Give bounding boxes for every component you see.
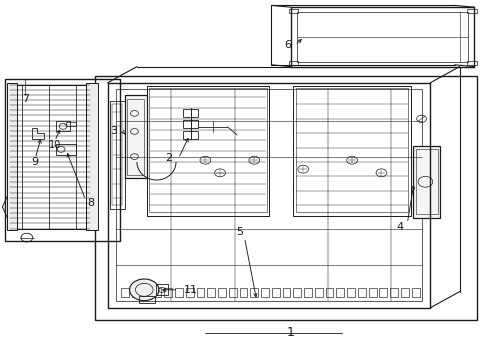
Bar xyxy=(153,288,161,297)
Text: 10: 10 xyxy=(48,140,61,150)
Bar xyxy=(411,288,419,297)
Bar xyxy=(121,288,129,297)
Bar xyxy=(357,288,365,297)
Bar xyxy=(56,144,76,155)
Text: 11: 11 xyxy=(183,285,197,295)
Bar xyxy=(139,296,155,303)
Bar xyxy=(183,131,198,139)
Bar xyxy=(325,288,333,297)
Bar xyxy=(466,9,476,13)
Text: 7: 7 xyxy=(22,94,29,104)
Bar xyxy=(389,288,397,297)
Bar xyxy=(295,88,407,212)
Bar xyxy=(218,288,225,297)
Text: 8: 8 xyxy=(87,198,94,208)
Bar xyxy=(288,61,298,65)
Bar xyxy=(183,120,198,128)
Bar xyxy=(112,104,122,205)
Text: 4: 4 xyxy=(396,222,403,232)
Bar xyxy=(293,86,410,216)
Bar xyxy=(296,12,468,62)
Circle shape xyxy=(129,279,159,301)
Text: 9: 9 xyxy=(32,157,39,167)
Bar xyxy=(261,288,268,297)
Bar xyxy=(314,288,322,297)
Bar xyxy=(412,146,439,218)
Bar xyxy=(400,288,408,297)
Bar xyxy=(5,79,120,241)
Bar xyxy=(146,86,268,216)
Text: 5: 5 xyxy=(236,227,243,237)
Bar xyxy=(466,61,476,65)
Bar xyxy=(379,288,386,297)
Bar xyxy=(132,288,140,297)
Bar xyxy=(346,288,354,297)
Text: 1: 1 xyxy=(286,327,294,339)
Text: 6: 6 xyxy=(284,40,290,50)
Bar xyxy=(282,288,290,297)
Bar xyxy=(124,95,146,178)
Bar xyxy=(7,83,17,230)
Bar xyxy=(415,149,437,214)
Bar xyxy=(304,288,311,297)
Bar xyxy=(271,288,279,297)
Bar xyxy=(116,89,421,301)
Bar xyxy=(56,121,70,131)
Text: 2: 2 xyxy=(165,153,172,163)
Bar xyxy=(110,101,124,209)
Bar xyxy=(66,122,76,126)
Bar xyxy=(149,88,266,212)
Bar xyxy=(156,284,167,295)
Bar xyxy=(164,288,172,297)
Bar xyxy=(10,85,90,229)
Bar xyxy=(127,99,144,175)
Text: 3: 3 xyxy=(110,126,117,136)
Bar xyxy=(293,288,301,297)
Bar xyxy=(336,288,344,297)
Bar xyxy=(175,288,183,297)
Bar xyxy=(207,288,215,297)
Bar xyxy=(196,288,204,297)
Bar xyxy=(95,76,476,320)
Bar xyxy=(239,288,247,297)
Bar xyxy=(250,288,258,297)
Bar xyxy=(368,288,376,297)
Bar xyxy=(85,83,98,230)
Bar xyxy=(228,288,236,297)
Bar xyxy=(288,9,298,13)
Bar xyxy=(185,288,193,297)
Bar xyxy=(183,109,198,117)
Bar xyxy=(142,288,150,297)
